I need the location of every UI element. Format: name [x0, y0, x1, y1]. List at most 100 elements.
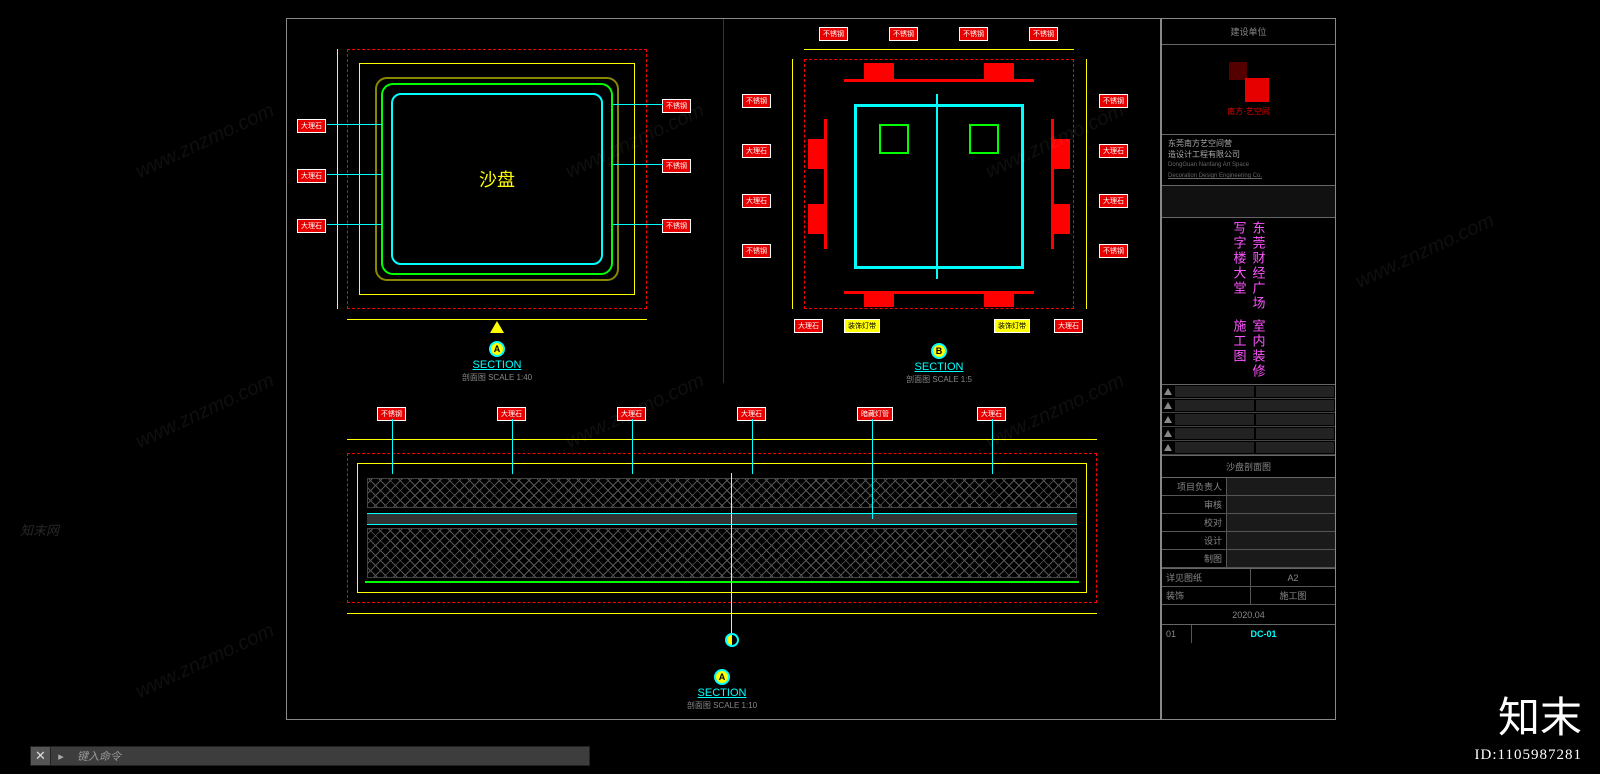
project-title: 东莞财经广场写字楼大堂 室内装修施工图 [1230, 221, 1268, 381]
section-c: 不锈钢 大理石 大理石 大理石 暗藏灯管 大理石 A SECTION 剖面图 [287, 383, 1160, 719]
tb-refs: 详见图纸 A2 [1162, 569, 1335, 587]
tag: 不锈钢 [1099, 244, 1128, 258]
sig-row: 审核 [1162, 496, 1335, 514]
section-marker-b: B [931, 343, 947, 359]
top-row: 沙盘 大理石 大理石 大理石 不锈钢 不锈钢 不锈钢 A [287, 19, 1160, 383]
section-a: 沙盘 大理石 大理石 大理石 不锈钢 不锈钢 不锈钢 A [287, 19, 724, 383]
triangle-icon [1164, 402, 1172, 409]
red-v [824, 119, 827, 249]
rev-row [1162, 427, 1335, 441]
triangle-icon [1164, 430, 1172, 437]
tag-y: 装饰灯带 [844, 319, 880, 333]
chevron-right-icon: ▸ [51, 747, 71, 765]
dim-h [804, 49, 1074, 50]
tb-revisions [1162, 385, 1335, 456]
lug [1054, 204, 1070, 234]
tag: 不锈钢 [662, 159, 691, 173]
corner-light [969, 124, 999, 154]
section-marker-a: A [489, 341, 505, 357]
section-arrow-icon [490, 321, 504, 333]
rev-row [1162, 385, 1335, 399]
leader [327, 224, 382, 225]
leader-v [752, 419, 753, 474]
sig-row: 制图 [1162, 550, 1335, 568]
center-label-a: 沙盘 [479, 166, 515, 192]
watermark: www.znzmo.com [1352, 209, 1498, 293]
tb-blank [1162, 186, 1335, 218]
tag: 大理石 [1099, 194, 1128, 208]
dim-v [337, 49, 338, 309]
tag: 大理石 [742, 144, 771, 158]
command-input[interactable]: 键入命令 [71, 748, 589, 764]
rev-row [1162, 413, 1335, 427]
section-title-c: SECTION 剖面图 SCALE 1:10 [687, 687, 757, 711]
leader [613, 224, 663, 225]
leader-v [872, 419, 873, 519]
tb-stage: 装饰 施工图 [1162, 587, 1335, 605]
sig-row: 设计 [1162, 532, 1335, 550]
section-title-a: SECTION 剖面图 SCALE 1:40 [462, 359, 532, 383]
tag: 不锈钢 [662, 219, 691, 233]
section-marker-c: A [714, 669, 730, 685]
drawing-border: 沙盘 大理石 大理石 大理石 不锈钢 不锈钢 不锈钢 A [286, 18, 1336, 720]
tag: 不锈钢 [1099, 94, 1128, 108]
tag-y: 装饰灯带 [994, 319, 1030, 333]
sheet-title: 沙盘剖面图 [1162, 456, 1335, 478]
light-trough [367, 513, 1077, 525]
rev-row [1162, 399, 1335, 413]
tag: 不锈钢 [959, 27, 988, 41]
tag: 不锈钢 [889, 27, 918, 41]
close-icon[interactable]: ✕ [31, 747, 51, 765]
section-b: 不锈钢 不锈钢 不锈钢 不锈钢 不锈钢 大理石 大理石 不锈钢 不锈钢 大理石 … [724, 19, 1160, 383]
brand-id: ID:1105987281 [1475, 747, 1582, 764]
base-line [365, 581, 1079, 583]
stone-band-lower [367, 528, 1077, 578]
triangle-icon [1164, 388, 1172, 395]
dim-v [792, 59, 793, 309]
watermark-corner: 知末网 [20, 520, 59, 539]
logo-caption: 南方·艺空间 [1227, 106, 1270, 117]
leader-v [512, 419, 513, 474]
sig-row: 校对 [1162, 514, 1335, 532]
tag: 大理石 [297, 119, 326, 133]
brand-name: 知末 [1475, 684, 1582, 745]
red-h [844, 79, 1034, 82]
tag: 不锈钢 [1029, 27, 1058, 41]
triangle-icon [1164, 416, 1172, 423]
leader [613, 104, 663, 105]
tag: 不锈钢 [742, 244, 771, 258]
lug [984, 291, 1014, 307]
rev-row [1162, 441, 1335, 455]
section-title-b: SECTION 剖面图 SCALE 1:5 [906, 361, 972, 385]
dim-h [347, 613, 1097, 614]
drawing-content: 沙盘 大理石 大理石 大理石 不锈钢 不锈钢 不锈钢 A [287, 19, 1160, 719]
leader [327, 174, 382, 175]
leader-v [392, 419, 393, 474]
tag: 大理石 [742, 194, 771, 208]
dim-v [1086, 59, 1087, 309]
cut-marker-icon [725, 633, 739, 647]
tb-dwgno: 01 DC-01 [1162, 625, 1335, 643]
tb-signoffs: 项目负责人 审核 校对 设计 制图 [1162, 478, 1335, 569]
underline: SECTION [473, 359, 522, 371]
tag: 不锈钢 [819, 27, 848, 41]
leader-v [632, 419, 633, 474]
lug [864, 63, 894, 79]
leader [613, 164, 663, 165]
command-line[interactable]: ✕ ▸ 键入命令 [30, 746, 590, 766]
cad-viewport[interactable]: 沙盘 大理石 大理石 大理石 不锈钢 不锈钢 不锈钢 A [0, 0, 1600, 774]
leader-v [992, 419, 993, 474]
tb-header: 建设单位 [1162, 19, 1335, 45]
lug [808, 204, 824, 234]
sig-row: 项目负责人 [1162, 478, 1335, 496]
leader [327, 124, 382, 125]
title-block: 建设单位 南方·艺空间 东莞南方艺空间营 造设计工程有限公司 DongGuan … [1160, 19, 1335, 719]
watermark: www.znzmo.com [132, 99, 278, 183]
tag: 大理石 [297, 219, 326, 233]
section-sub: 剖面图 SCALE 1:40 [462, 373, 532, 382]
tag: 大理石 [794, 319, 823, 333]
tb-company: 东莞南方艺空间营 造设计工程有限公司 DongGuan Nanfang Art … [1162, 135, 1335, 186]
tag: 大理石 [1099, 144, 1128, 158]
stone-band-upper [367, 478, 1077, 508]
brand-overlay: 知末 ID:1105987281 [1475, 684, 1582, 764]
